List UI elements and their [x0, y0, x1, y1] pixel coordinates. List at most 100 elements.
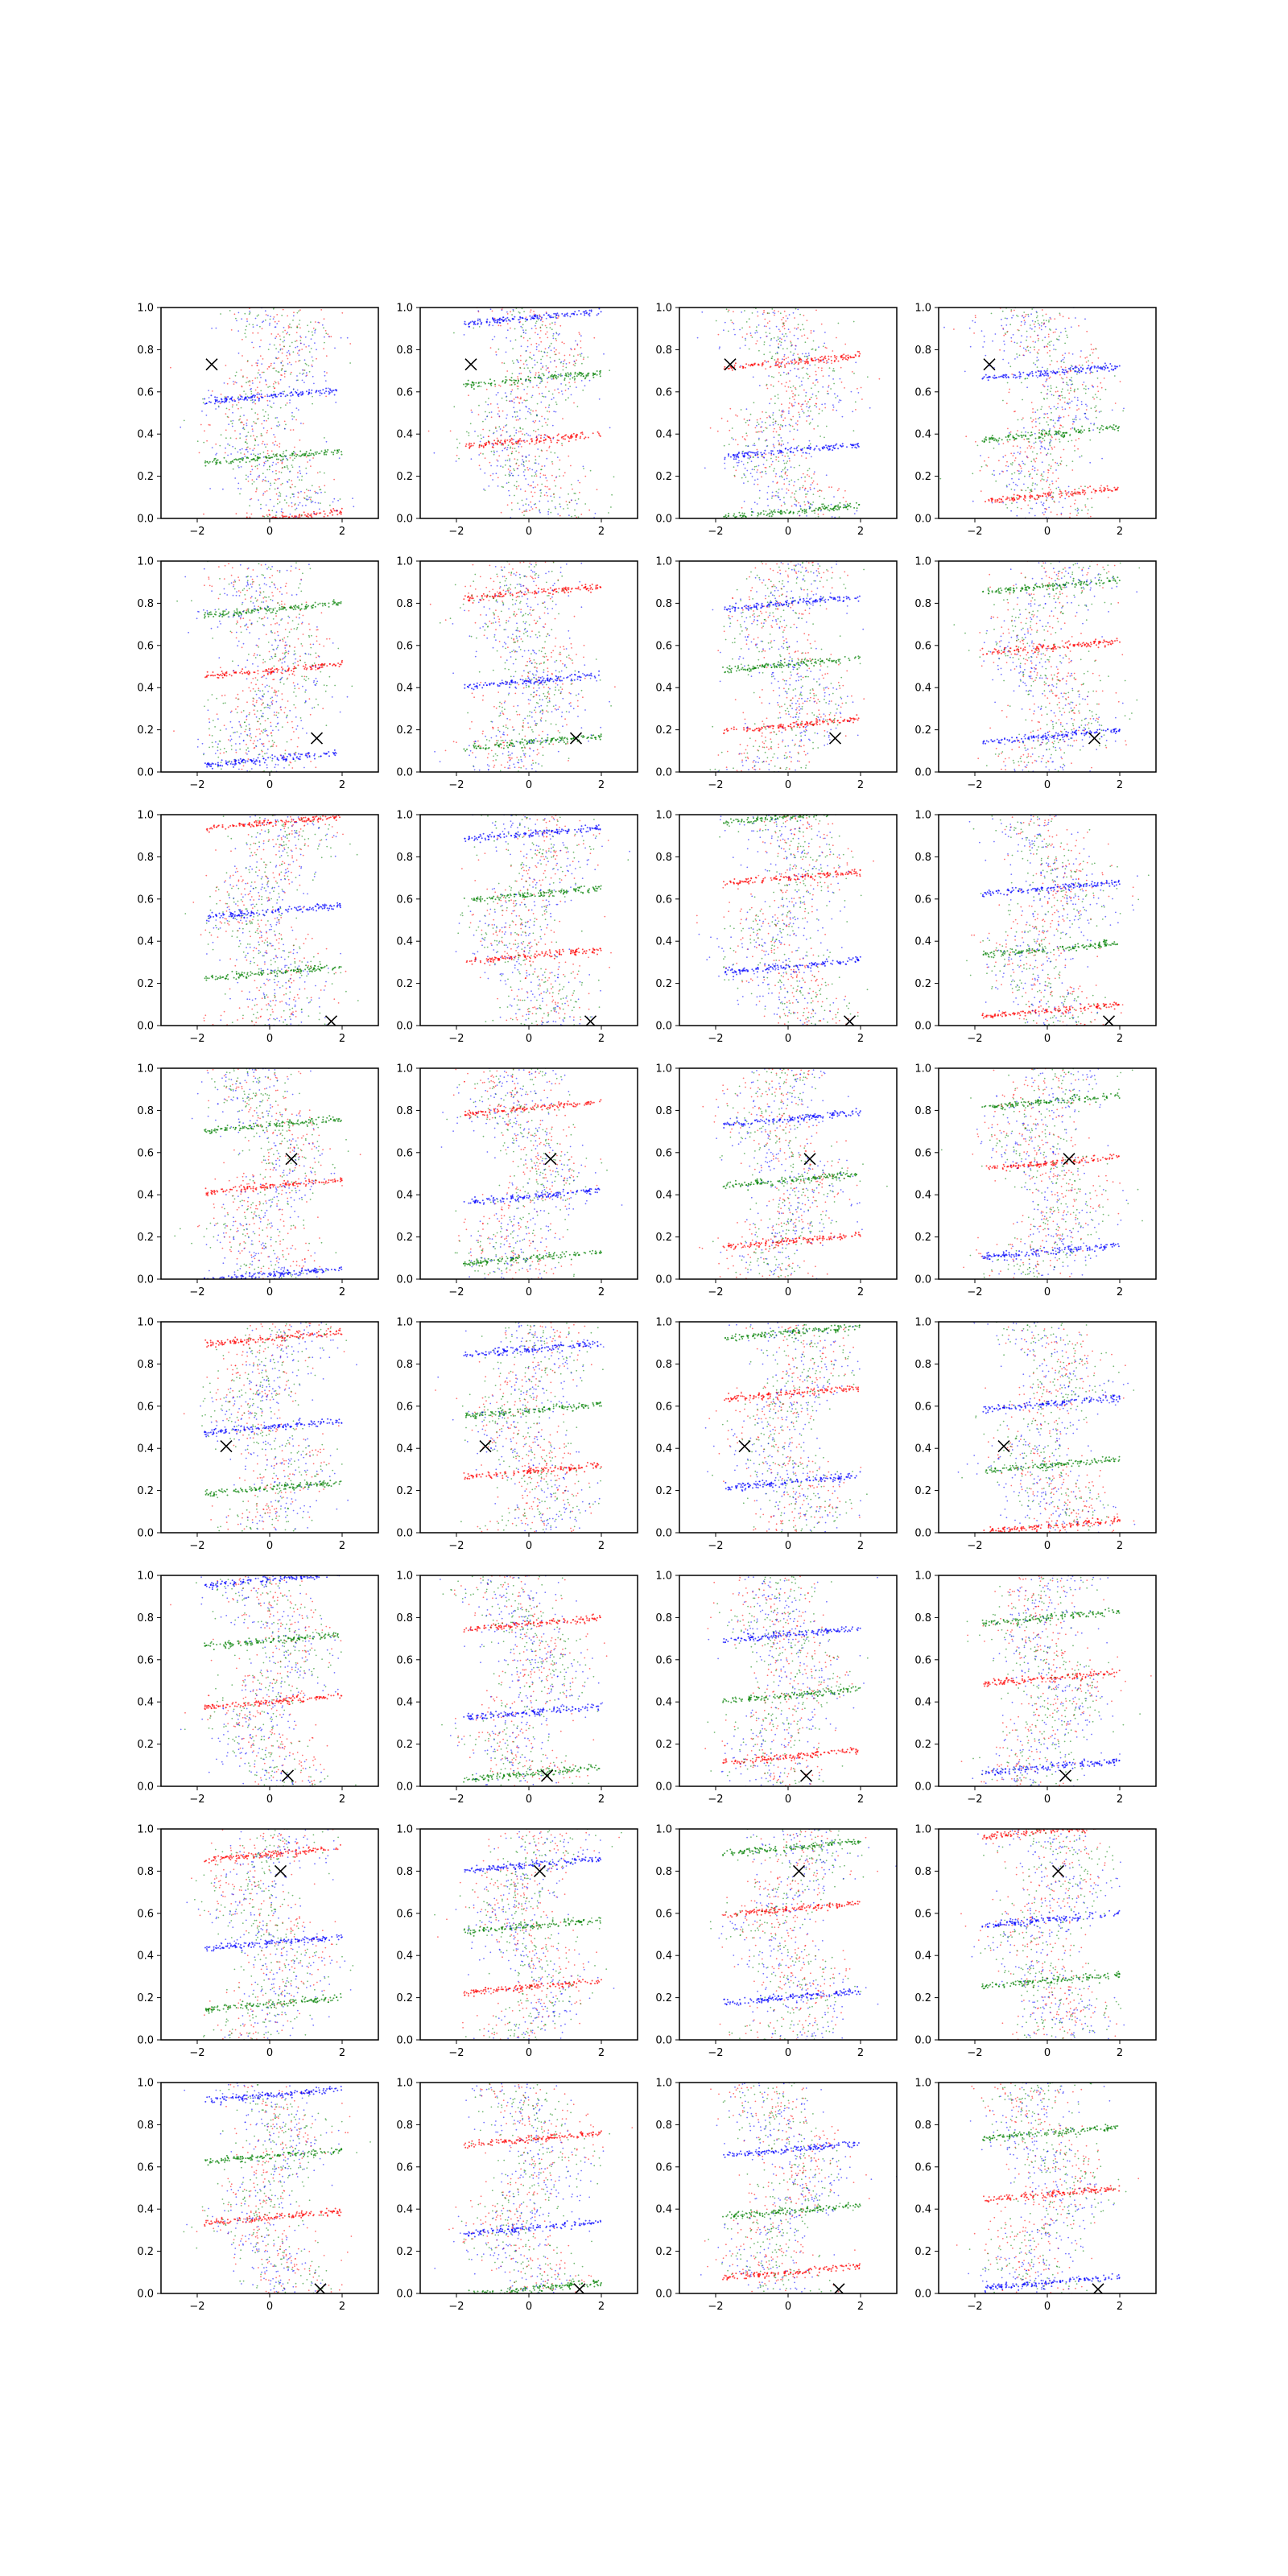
scatter-point — [828, 448, 831, 451]
scatter-point — [527, 483, 530, 485]
scatter-point — [724, 462, 726, 464]
scatter-point — [766, 439, 768, 441]
scatter-point — [791, 403, 793, 405]
scatter-point — [277, 487, 279, 489]
scatter-point — [579, 333, 580, 335]
scatter-point — [535, 342, 538, 345]
scatter-point — [1050, 407, 1052, 410]
scatter-point — [1076, 491, 1079, 493]
scatter-point — [270, 427, 273, 430]
scatter-point — [782, 316, 784, 319]
scatter-point — [279, 591, 281, 592]
scatter-point — [1117, 486, 1119, 489]
scatter-point — [535, 332, 536, 334]
scatter-point — [232, 460, 234, 462]
scatter-point — [543, 439, 545, 441]
scatter-point — [541, 316, 543, 319]
scatter-point — [323, 645, 325, 647]
scatter-point — [817, 490, 819, 493]
scatter-point — [735, 458, 737, 460]
scatter-point — [579, 353, 581, 356]
scatter-point — [493, 450, 495, 452]
scatter-point — [805, 457, 807, 459]
scatter-point — [488, 441, 490, 444]
scatter-point — [1050, 329, 1051, 331]
scatter-point — [733, 466, 735, 469]
scatter-point — [1046, 389, 1049, 390]
scatter-point — [254, 394, 256, 397]
scatter-point — [263, 419, 266, 422]
scatter-point — [484, 457, 486, 459]
scatter-point — [1067, 415, 1070, 417]
scatter-point — [1048, 406, 1051, 408]
y-tick-label: 0.8 — [396, 345, 413, 357]
scatter-point — [249, 310, 251, 312]
scatter-point — [1016, 485, 1018, 487]
scatter-point — [587, 356, 589, 358]
scatter-point — [1069, 516, 1071, 518]
scatter-point — [240, 407, 242, 409]
scatter-point — [487, 403, 489, 406]
scatter-point — [239, 437, 242, 440]
scatter-point — [813, 448, 815, 451]
scatter-point — [296, 453, 299, 456]
scatter-point — [492, 479, 493, 481]
scatter-point — [780, 510, 782, 512]
scatter-point — [267, 314, 269, 316]
scatter-point — [799, 414, 800, 415]
scatter-point — [308, 452, 311, 455]
scatter-point — [834, 447, 836, 449]
scatter-point — [814, 512, 815, 514]
scatter-point — [1058, 339, 1060, 341]
scatter-point — [234, 374, 237, 377]
scatter-point — [238, 458, 241, 460]
scatter-point — [1074, 499, 1076, 502]
scatter-point — [509, 384, 511, 386]
scatter-point — [814, 357, 816, 359]
scatter-point — [846, 446, 848, 448]
scatter-point — [316, 640, 318, 642]
scatter-point — [464, 386, 467, 388]
scatter-point — [584, 503, 587, 505]
scatter-point — [797, 353, 799, 355]
scatter-point — [496, 430, 497, 432]
scatter-point — [808, 440, 811, 442]
scatter-point — [1042, 384, 1044, 386]
scatter-point — [781, 414, 783, 415]
scatter-point — [511, 439, 514, 441]
scatter-point — [1052, 472, 1054, 474]
scatter-point — [312, 327, 315, 329]
scatter-point — [280, 708, 283, 711]
scatter-point — [856, 444, 858, 446]
scatter-point — [547, 367, 548, 369]
scatter-point — [731, 437, 733, 439]
scatter-point — [271, 510, 274, 512]
scatter-point — [838, 516, 840, 518]
scatter-point — [992, 340, 993, 342]
scatter-point — [550, 342, 552, 345]
scatter-point — [718, 348, 720, 349]
scatter-point — [283, 393, 284, 395]
scatter-point — [771, 495, 774, 497]
scatter-point — [754, 479, 756, 481]
scatter-point — [525, 360, 526, 362]
scatter-point — [507, 469, 510, 470]
scatter-point — [751, 510, 753, 513]
scatter-point — [524, 510, 526, 512]
scatter-point — [1035, 425, 1037, 427]
scatter-point — [281, 461, 283, 464]
scatter-point — [551, 393, 554, 395]
scatter-point — [270, 485, 272, 486]
scatter-point — [548, 411, 551, 413]
scatter-point — [513, 443, 515, 445]
scatter-point — [780, 363, 782, 365]
scatter-point — [323, 515, 325, 518]
scatter-point — [807, 502, 810, 504]
scatter-point — [552, 332, 555, 335]
scatter-point — [265, 504, 267, 506]
scatter-point — [738, 460, 740, 462]
scatter-point — [250, 390, 253, 393]
scatter-point — [549, 327, 551, 328]
scatter-point — [510, 327, 511, 329]
scatter-point — [544, 485, 547, 488]
